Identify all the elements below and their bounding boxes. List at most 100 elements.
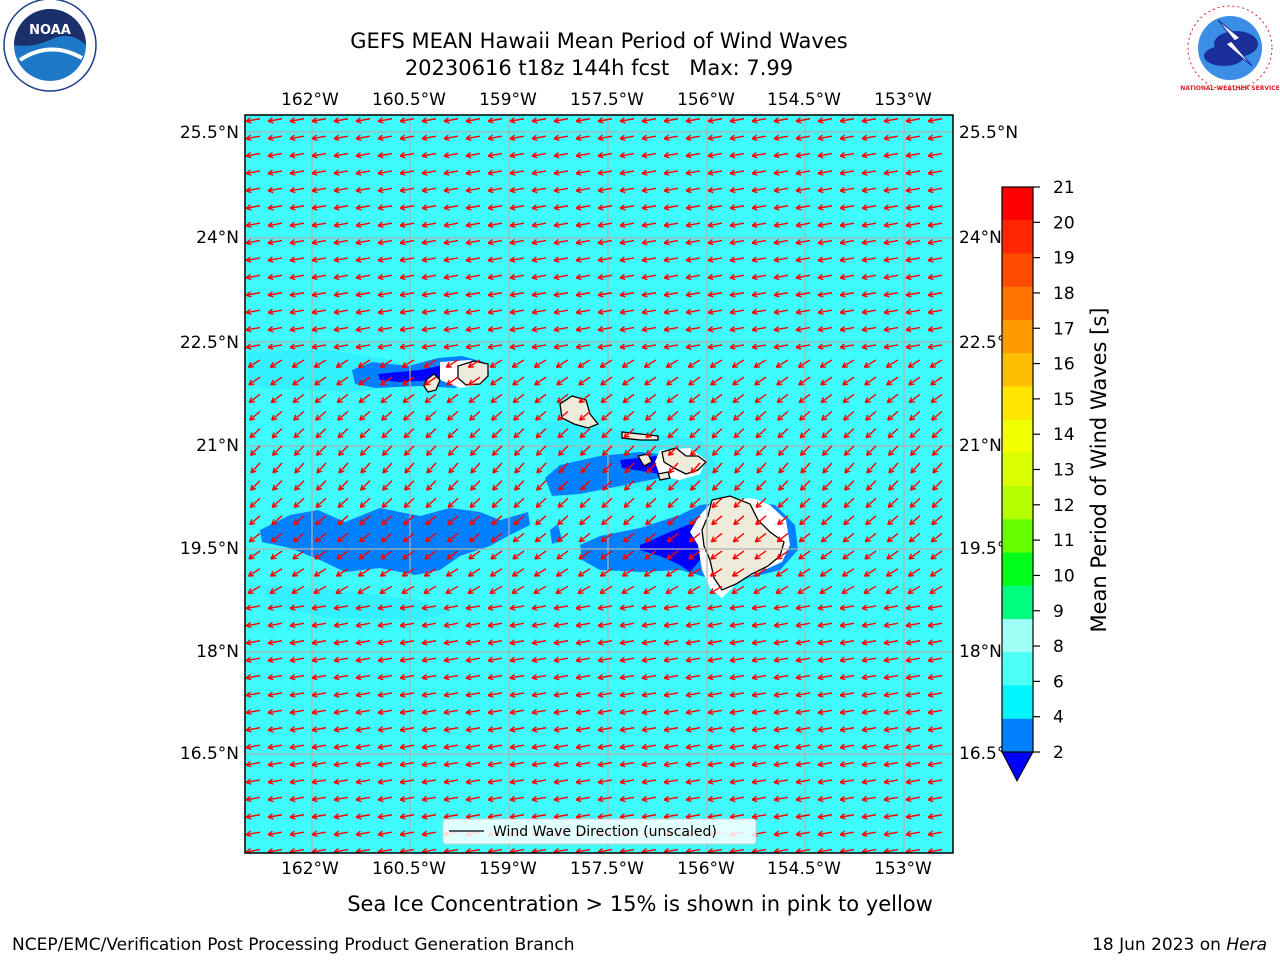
direction-arrow [883, 239, 899, 246]
direction-arrow [843, 445, 855, 457]
direction-arrow [377, 239, 393, 246]
direction-arrow [311, 604, 327, 611]
direction-arrow [333, 134, 349, 141]
direction-arrow [865, 497, 877, 509]
direction-arrow [311, 743, 327, 750]
direction-arrow [775, 359, 789, 368]
direction-arrow [289, 761, 305, 768]
direction-arrow [776, 410, 789, 421]
direction-arrow [931, 445, 943, 457]
direction-arrow [817, 743, 833, 750]
direction-arrow [844, 462, 855, 474]
direction-arrow [491, 515, 503, 526]
direction-arrow [707, 726, 723, 733]
direction-arrow [685, 134, 701, 141]
direction-arrow [491, 445, 503, 457]
direction-arrow [333, 621, 349, 629]
direction-arrow [751, 291, 767, 298]
direction-arrow [399, 239, 415, 246]
direction-arrow [465, 169, 481, 176]
direction-arrow [910, 462, 921, 474]
direction-arrow [313, 585, 327, 595]
direction-arrow [245, 326, 261, 333]
colorbar-segment [1002, 486, 1033, 520]
colorbar-tick-label: 9 [1053, 602, 1064, 622]
direction-arrow [424, 532, 437, 543]
direction-arrow [491, 497, 503, 509]
lat-label-left: 19.5°N [180, 539, 239, 559]
direction-arrow [644, 393, 657, 404]
direction-arrow [247, 568, 261, 577]
direction-arrow [270, 393, 283, 404]
direction-arrow [333, 291, 349, 298]
direction-arrow [776, 376, 789, 386]
direction-arrow [619, 656, 635, 663]
direction-arrow [710, 410, 723, 421]
direction-arrow [707, 795, 723, 803]
direction-arrow [619, 169, 635, 176]
direction-arrow [927, 691, 943, 698]
direction-arrow [311, 708, 327, 716]
direction-arrow [267, 639, 283, 646]
direction-arrow [335, 568, 349, 577]
direction-arrow [421, 152, 437, 159]
direction-arrow [377, 204, 393, 211]
direction-arrow [619, 221, 635, 228]
direction-arrow [401, 359, 415, 368]
direction-arrow [579, 515, 591, 526]
direction-arrow [289, 813, 305, 820]
direction-arrow [245, 621, 261, 629]
direction-arrow [553, 778, 569, 785]
direction-arrow [711, 428, 723, 439]
direction-arrow [553, 221, 569, 228]
direction-arrow [535, 480, 547, 491]
direction-arrow [665, 568, 679, 577]
direction-arrow [381, 515, 393, 526]
direction-arrow [930, 376, 943, 386]
direction-arrow [732, 376, 745, 386]
colorbar-segment [1002, 452, 1033, 487]
direction-arrow [487, 256, 503, 263]
direction-arrow [403, 480, 415, 491]
direction-arrow [534, 532, 547, 543]
direction-arrow [641, 186, 657, 194]
direction-arrow [267, 186, 283, 194]
direction-arrow [861, 708, 877, 716]
direction-arrow [707, 743, 723, 750]
direction-arrow [314, 393, 327, 404]
direction-arrow [267, 743, 283, 750]
direction-arrow [531, 639, 547, 646]
direction-arrow [421, 691, 437, 698]
direction-arrow [270, 376, 283, 386]
direction-arrow [597, 778, 613, 785]
direction-arrow [270, 410, 283, 421]
direction-arrow [377, 343, 393, 350]
direction-arrow [531, 221, 547, 228]
direction-arrow [333, 204, 349, 211]
direction-arrow [865, 428, 877, 439]
direction-arrow [421, 708, 437, 716]
direction-arrow [487, 239, 503, 246]
direction-arrow [491, 428, 503, 439]
island-lanai [636, 453, 653, 467]
direction-arrow [641, 795, 657, 803]
direction-arrow [839, 604, 855, 611]
direction-arrow [685, 308, 701, 315]
direction-arrow [377, 674, 393, 681]
direction-arrow [311, 308, 327, 315]
lon-label-bottom: 162°W [281, 859, 339, 879]
direction-arrow [707, 204, 723, 211]
colorbar-tick-label: 17 [1053, 319, 1075, 339]
direction-arrow [908, 410, 921, 421]
direction-arrow [663, 743, 679, 750]
direction-arrow [685, 639, 701, 646]
direction-arrow [732, 393, 745, 404]
direction-arrow [443, 691, 459, 698]
direction-arrow [690, 462, 701, 474]
colorbar-tick-label: 21 [1053, 178, 1075, 198]
direction-arrow [861, 621, 877, 629]
direction-arrow [817, 726, 833, 733]
direction-arrow [509, 239, 525, 246]
direction-arrow [927, 604, 943, 611]
direction-arrow [490, 532, 503, 543]
